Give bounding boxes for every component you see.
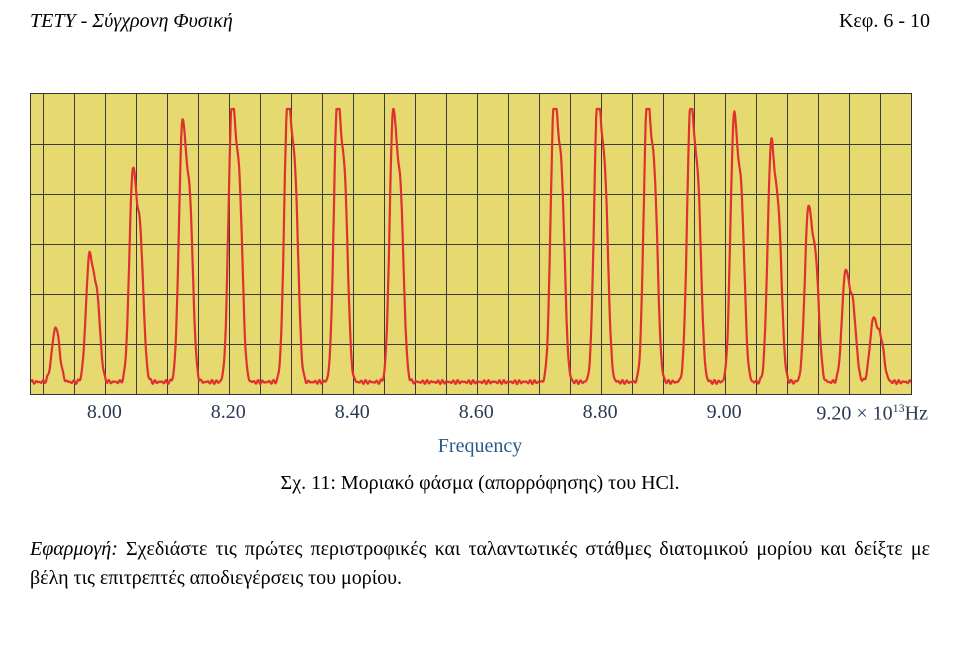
vgrid-line bbox=[911, 94, 912, 394]
x-axis-label: Frequency bbox=[30, 435, 930, 458]
x-axis-unit: 9.20 × 1013Hz bbox=[816, 401, 928, 426]
spectrum-curve bbox=[31, 94, 911, 394]
spectrum-polyline bbox=[31, 109, 911, 384]
figure-caption: Σχ. 11: Μοριακό φάσμα (απορρόφησης) του … bbox=[30, 472, 930, 495]
header-right: Κεφ. 6 - 10 bbox=[839, 10, 930, 33]
x-unit-exp: 13 bbox=[893, 401, 905, 415]
plot-area bbox=[30, 93, 912, 395]
body-paragraph: Εφαρμογή: Σχεδιάστε τις πρώτες περιστροφ… bbox=[30, 535, 930, 593]
header-left: ΤΕΤΥ - Σύγχρονη Φυσική bbox=[30, 10, 233, 33]
x-tick-label: 8.60 bbox=[459, 401, 494, 424]
x-tick-label: 8.00 bbox=[87, 401, 122, 424]
x-axis-ticks: 9.20 × 1013Hz 8.008.208.408.608.809.00 bbox=[30, 401, 910, 431]
body-rest: Σχεδιάστε τις πρώτες περιστροφικές και τ… bbox=[30, 538, 930, 589]
x-tick-label: 8.40 bbox=[335, 401, 370, 424]
body-lead: Εφαρμογή: bbox=[30, 538, 118, 560]
x-unit-suffix: Hz bbox=[905, 403, 928, 425]
x-tick-label: 8.20 bbox=[211, 401, 246, 424]
x-unit-prefix: 9.20 × 10 bbox=[816, 403, 892, 425]
x-tick-label: 9.00 bbox=[707, 401, 742, 424]
x-tick-label: 8.80 bbox=[583, 401, 618, 424]
spectrum-chart: 9.20 × 1013Hz 8.00 8.20 8.40 8.60 8.80 9.00 F… bbox=[30, 93, 930, 458]
